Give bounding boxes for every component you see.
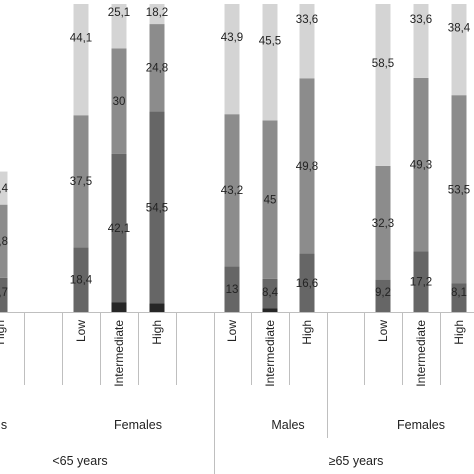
value-labels-layer: 9,7 0,8 9,4 18,4 37,5 44,1 42,1 30 25,1 54,5 24,8 1… <box>0 7 471 299</box>
gender-group-label: Females <box>397 418 445 432</box>
value-label: 58,5 <box>372 58 394 70</box>
value-label: 17,2 <box>410 277 432 289</box>
bar-segment <box>0 204 8 278</box>
value-label: 54,5 <box>146 202 168 214</box>
value-label: 18,2 <box>146 7 168 19</box>
bar-segment <box>111 48 127 154</box>
gender-group-label: Females <box>114 418 162 432</box>
value-label: 45 <box>264 195 277 207</box>
bar-segment <box>111 4 127 49</box>
value-label: 37,5 <box>70 176 92 188</box>
category-tick-label: Intermediate <box>112 320 126 387</box>
age-group-label: <65 years <box>52 454 107 468</box>
value-label: 49,8 <box>296 161 318 173</box>
bar-segment <box>262 4 278 121</box>
value-label: 38,4 <box>448 23 471 35</box>
value-label: 32,3 <box>372 218 394 230</box>
value-label: 13 <box>226 284 239 296</box>
bar-segment <box>73 4 89 116</box>
bar-segment <box>111 153 127 303</box>
bar-segment <box>451 95 467 284</box>
category-tick-label: Low <box>376 320 390 342</box>
bar-segment <box>413 77 429 252</box>
bar-segment <box>224 114 240 267</box>
value-label: 18,4 <box>70 275 93 287</box>
bar-segment <box>299 4 315 79</box>
bar-segment <box>375 165 391 280</box>
bar-segment <box>262 278 278 309</box>
category-tick-label: Low <box>74 320 88 342</box>
value-label: 53,5 <box>448 184 470 196</box>
bar-segment <box>0 277 8 312</box>
category-tick-label: Low <box>225 320 239 342</box>
gender-group-label: Males <box>271 418 304 432</box>
bar-segment <box>111 302 127 312</box>
bar-segment <box>149 111 165 304</box>
bar-segment <box>262 308 278 312</box>
value-label: 9,4 <box>0 183 9 195</box>
value-label: 16,6 <box>296 278 318 290</box>
bar-segment <box>73 115 89 248</box>
value-label: 49,3 <box>410 160 432 172</box>
bar-segment <box>413 251 429 312</box>
bar-segment <box>149 24 165 112</box>
value-label: 0,8 <box>0 236 8 248</box>
value-label: 9,2 <box>375 287 391 299</box>
bar-segment <box>299 253 315 312</box>
value-label: 30 <box>113 96 126 108</box>
gender-group-label: s <box>1 418 7 432</box>
value-label: 25,1 <box>108 7 130 19</box>
category-axis: High Low Intermediate High Low Intermediate Hi… <box>0 312 474 474</box>
category-tick-label: High <box>300 320 314 345</box>
category-tick-label: High <box>0 320 7 345</box>
bar-segment <box>451 283 467 312</box>
bar-segment <box>0 171 8 205</box>
value-label: 8,1 <box>451 287 467 299</box>
bar-segment <box>299 78 315 254</box>
age-group-label: ≥65 years <box>329 454 384 468</box>
bar-segment <box>375 279 391 312</box>
category-tick-label: Intermediate <box>414 320 428 387</box>
bar-segment <box>413 4 429 78</box>
bar-segment <box>149 303 165 312</box>
bar-segment <box>224 266 240 312</box>
category-tick-label: High <box>452 320 466 345</box>
bar-segment <box>375 4 391 166</box>
bar-segment <box>262 120 278 279</box>
value-label: 33,6 <box>410 14 432 26</box>
category-tick-label: High <box>150 320 164 345</box>
bar-segment <box>73 247 89 312</box>
value-label: 43,9 <box>221 32 243 44</box>
value-label: 33,6 <box>296 14 318 26</box>
value-label: 9,7 <box>0 287 8 299</box>
value-label: 24,8 <box>146 63 168 75</box>
value-label: 45,5 <box>259 35 281 47</box>
category-tick-label: Intermediate <box>263 320 277 387</box>
value-label: 44,1 <box>70 33 92 45</box>
bars-layer <box>0 4 467 312</box>
value-label: 8,4 <box>262 287 279 299</box>
bar-segment <box>451 4 467 96</box>
value-label: 43,2 <box>221 185 243 197</box>
bar-segment <box>149 4 165 25</box>
value-label: 42,1 <box>108 223 130 235</box>
bar-segment <box>224 4 240 115</box>
